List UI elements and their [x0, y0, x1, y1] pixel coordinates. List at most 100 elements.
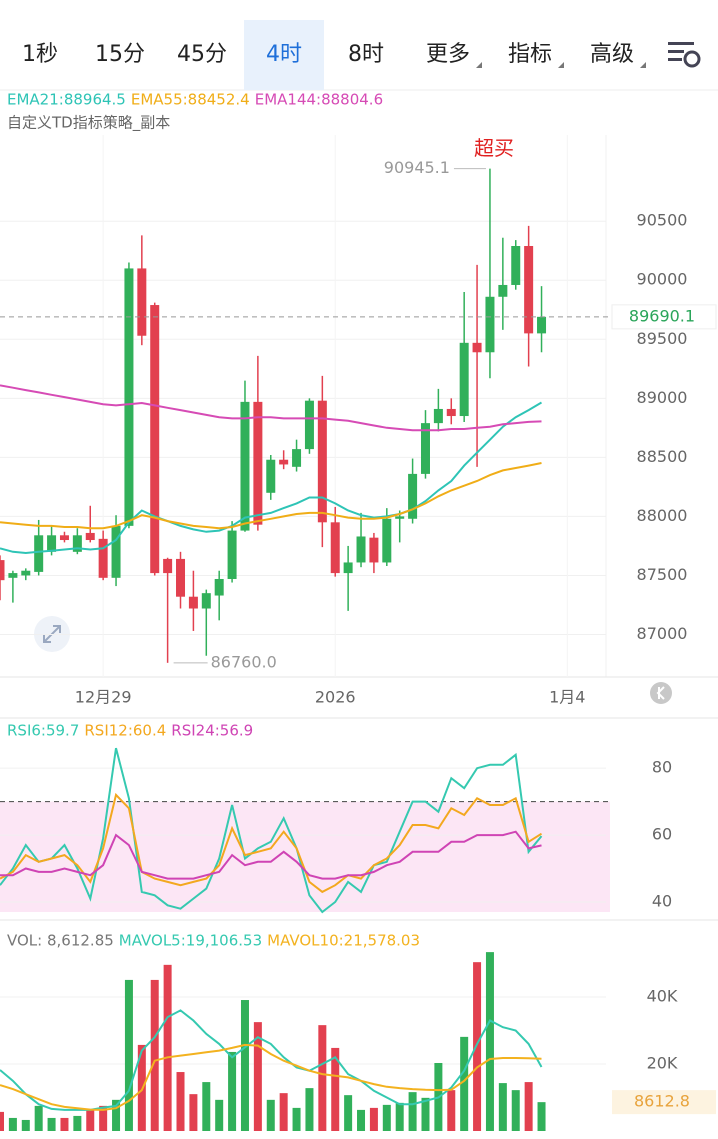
candle-body — [85, 532, 95, 541]
indicator-line — [0, 1043, 542, 1111]
volume-bar — [357, 1109, 366, 1131]
volume-bar — [421, 1097, 430, 1131]
volume-bar — [447, 1090, 456, 1131]
volume-bar — [73, 1115, 82, 1131]
annotation: 超买 — [474, 136, 514, 160]
candle-body — [537, 316, 547, 334]
study-name: 自定义TD指标策略_副本 — [7, 114, 170, 133]
last-price-box — [611, 304, 717, 330]
y-tick-label: 40 — [652, 891, 672, 910]
icon-bar — [668, 42, 694, 45]
volume-bar — [99, 1105, 108, 1131]
candle-body — [98, 538, 108, 578]
tab[interactable]: 指标 — [508, 42, 564, 68]
tab-label: 高级 — [590, 42, 634, 67]
volume-bar — [202, 1082, 211, 1131]
volume-bar — [485, 952, 494, 1131]
candle-body — [292, 449, 302, 467]
tab-label: 1秒 — [22, 42, 58, 67]
tab-label: 15分 — [95, 42, 145, 67]
tab[interactable]: 15分 — [95, 42, 145, 67]
y-tick-label: 40K — [647, 987, 678, 1006]
candle-body — [34, 535, 44, 572]
y-tick-label: 87000 — [637, 624, 688, 643]
tab-label: 8时 — [348, 42, 384, 67]
indicator-line — [0, 747, 543, 914]
candle-body — [382, 518, 392, 563]
tab-label: 更多 — [426, 42, 470, 67]
volume-bar — [524, 1082, 533, 1131]
volume-bar — [344, 1095, 353, 1131]
high-label: 90945.1 — [384, 158, 450, 177]
volume-bar — [266, 1099, 275, 1131]
volume-bar — [395, 1102, 404, 1131]
candle-body — [163, 558, 173, 574]
dropdown-caret — [640, 62, 646, 68]
legend-entry: MAVOL5:19,106.53 — [119, 932, 262, 950]
tab[interactable]: 1秒 — [22, 42, 58, 67]
tab-label: 指标 — [508, 42, 552, 67]
tab[interactable]: 8时 — [348, 42, 384, 67]
candle-body — [72, 535, 82, 552]
volume-bar — [112, 1099, 121, 1131]
y-tick-label: 90500 — [637, 211, 688, 230]
candle-body — [124, 268, 134, 526]
volume-bar — [21, 1119, 30, 1131]
y-tick-label: 80 — [652, 758, 672, 777]
legend-entry: EMA21:88964.5 — [7, 91, 126, 109]
y-tick-label: 88000 — [637, 506, 688, 525]
tab[interactable]: 更多 — [426, 42, 482, 68]
scroll-glyph — [656, 686, 665, 700]
icon-bar — [668, 58, 682, 61]
indicator-line — [0, 792, 543, 894]
volume-bar — [86, 1109, 95, 1131]
volume-bar — [253, 1022, 262, 1131]
volume-bar — [331, 1047, 340, 1131]
candle-body — [266, 459, 276, 493]
candle-body — [395, 516, 405, 519]
volume-bar — [34, 1105, 43, 1131]
settings-icon[interactable] — [668, 42, 701, 68]
candle-body — [150, 305, 160, 574]
candle-body — [420, 423, 430, 474]
volume-bar — [47, 1117, 56, 1131]
volume-bar — [369, 1107, 378, 1131]
volume-bar — [537, 1102, 546, 1131]
candle-body — [227, 530, 237, 579]
legend-entry: RSI12:60.4 — [84, 722, 166, 740]
volume-bar — [382, 1104, 391, 1131]
y-tick-label: 20K — [647, 1054, 678, 1073]
indicator-line — [0, 462, 542, 530]
x-tick-label: 12月29 — [75, 688, 132, 707]
volume-bar — [124, 979, 133, 1131]
rsi-band — [0, 801, 610, 912]
legend-entry: RSI6:59.7 — [7, 722, 79, 740]
volume-bar — [228, 1051, 237, 1131]
candle-body — [511, 245, 521, 285]
volume-bar — [305, 1088, 314, 1131]
y-tick-label: 60 — [652, 825, 672, 844]
candle-body — [433, 408, 443, 424]
candle-body — [317, 400, 327, 523]
candle-body — [485, 296, 495, 353]
y-tick-label: 87500 — [637, 565, 688, 584]
candle-body — [111, 525, 121, 578]
scroll-latest-button[interactable] — [650, 682, 672, 704]
indicator-line — [0, 830, 542, 880]
candle-body — [21, 570, 31, 576]
candle-body — [304, 400, 314, 450]
candle-body — [214, 578, 224, 596]
tab[interactable]: 高级 — [590, 42, 646, 68]
y-tick-label: 89000 — [637, 388, 688, 407]
volume-bar — [279, 1093, 288, 1131]
indicator-line — [0, 384, 542, 432]
volume-bar — [176, 1072, 185, 1131]
tab[interactable]: 4时 — [244, 20, 324, 90]
icon-bar — [668, 50, 684, 53]
volume-bar — [150, 979, 159, 1131]
candle-body — [356, 536, 366, 563]
tab[interactable]: 45分 — [177, 42, 227, 67]
candle-body — [8, 573, 18, 578]
